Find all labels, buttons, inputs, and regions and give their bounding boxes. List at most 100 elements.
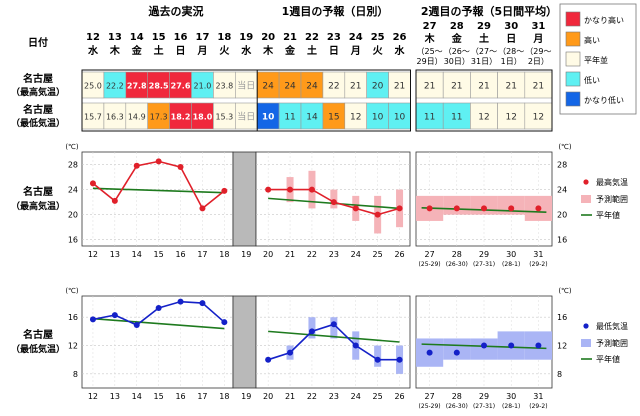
week2-day-number: 28 bbox=[450, 21, 464, 32]
table-cell-value: 18.0 bbox=[193, 113, 213, 122]
row-label-kind: （最高気温） bbox=[11, 86, 65, 98]
legend-swatch bbox=[565, 91, 581, 107]
forecast-point bbox=[352, 342, 359, 349]
normal-line-past bbox=[92, 187, 225, 194]
x-tick-label: 23 bbox=[329, 250, 339, 259]
legend-normal: 平年値 bbox=[596, 210, 620, 220]
forecast-point bbox=[352, 205, 359, 212]
week2-weekday: 土 bbox=[479, 32, 489, 45]
legend-point-icon bbox=[583, 179, 589, 185]
week2-cell-value: 21 bbox=[505, 82, 516, 92]
x-tick-label: 13 bbox=[110, 392, 120, 401]
observed-point bbox=[111, 312, 118, 319]
week2-cell bbox=[497, 102, 526, 130]
day-number: 24 bbox=[349, 32, 363, 43]
table-outline-week2 bbox=[415, 69, 553, 132]
x-tick-label: 25 bbox=[373, 392, 383, 401]
row-label-city: 名古屋 bbox=[23, 72, 53, 85]
table-cell-value: 21 bbox=[394, 82, 405, 92]
forecast-point bbox=[374, 211, 381, 218]
week2-cell bbox=[415, 102, 444, 130]
table-cell-value: 15.7 bbox=[84, 113, 102, 122]
x-tick-label: 15 bbox=[154, 250, 164, 259]
week2-day-number: 29 bbox=[477, 21, 491, 32]
table-cell-value: 14.9 bbox=[128, 113, 146, 122]
y-tick-right: 20 bbox=[557, 211, 567, 220]
forecast-point bbox=[396, 356, 403, 363]
forecast-table: 名古屋（最高気温）25.0 22.2 27.8 28.5 27.6 21.0 23.8 当日 2… bbox=[11, 69, 553, 132]
forecast-point bbox=[374, 356, 381, 363]
week2-range-line1: （25〜 bbox=[417, 47, 443, 56]
week2-weekday: 月 bbox=[532, 33, 543, 45]
x-tick-sublabel: (26-30) bbox=[446, 403, 468, 410]
max-temp-chart: 名古屋 （最高気温） (℃) (℃) 16 16 20 20 24 24 28 28 12 13 14 15 1… bbox=[11, 143, 628, 268]
x-tick-label: 26 bbox=[394, 250, 404, 259]
table-cell-value: 16.3 bbox=[106, 113, 124, 122]
table-cell-value: 21.0 bbox=[194, 82, 212, 91]
y-tick-left: 16 bbox=[68, 313, 78, 322]
x-tick-label-week2: 27 bbox=[425, 250, 435, 259]
observed-point bbox=[133, 162, 140, 169]
day-number: 20 bbox=[261, 32, 275, 43]
observed-point bbox=[177, 298, 184, 305]
day-number: 17 bbox=[195, 32, 209, 43]
y-unit-left: (℃) bbox=[65, 287, 79, 295]
week2-cell bbox=[415, 71, 444, 99]
legend-point-icon bbox=[583, 323, 589, 329]
forecast-point bbox=[396, 205, 403, 212]
week2-range-line2: 30日） bbox=[444, 57, 470, 66]
week2-range-line2: 31日） bbox=[471, 57, 497, 66]
week2-point bbox=[508, 342, 515, 349]
chart-label-kind: （最低気温） bbox=[11, 343, 65, 355]
chart-label-kind: （最高気温） bbox=[11, 200, 65, 212]
plot-frame-past bbox=[81, 295, 234, 389]
week2-day-number: 27 bbox=[423, 21, 437, 32]
day-weekday: 金 bbox=[284, 44, 296, 57]
table-cell-value: 18.2 bbox=[171, 113, 191, 122]
normal-line-week1 bbox=[268, 330, 400, 343]
plot-gap-today bbox=[232, 295, 257, 389]
x-tick-label: 21 bbox=[285, 250, 295, 259]
day-number: 12 bbox=[86, 32, 100, 43]
week2-point bbox=[508, 205, 515, 212]
x-tick-sublabel: (25-29) bbox=[419, 403, 441, 410]
legend-label: 高い bbox=[584, 35, 600, 45]
legend-range: 予測範囲 bbox=[596, 338, 628, 348]
x-tick-label: 22 bbox=[307, 250, 317, 259]
week2-cell-value: 12 bbox=[533, 113, 544, 123]
x-tick-label: 19 bbox=[241, 250, 251, 259]
forecast-range-bar bbox=[374, 345, 382, 367]
row-label-city: 名古屋 bbox=[23, 103, 53, 116]
legend-series: 最低気温 bbox=[596, 321, 628, 331]
week2-cell-value: 21 bbox=[424, 82, 435, 92]
day-weekday: 日 bbox=[176, 45, 186, 57]
observed-point bbox=[133, 322, 140, 329]
week2-range-bar bbox=[443, 338, 471, 360]
x-tick-label: 12 bbox=[88, 392, 98, 401]
legend-series: 最高気温 bbox=[596, 177, 628, 187]
observed-point bbox=[155, 158, 162, 165]
legend-normal: 平年値 bbox=[596, 354, 620, 364]
week2-range-line1: （27〜 bbox=[471, 47, 497, 56]
x-tick-sublabel: (27-31) bbox=[473, 403, 495, 410]
legend-range: 予測範囲 bbox=[596, 194, 628, 204]
observed-point bbox=[221, 187, 228, 194]
day-number: 25 bbox=[371, 32, 385, 43]
day-weekday: 木 bbox=[262, 44, 274, 57]
y-unit-right: (℃) bbox=[558, 287, 572, 295]
day-number: 26 bbox=[393, 32, 407, 43]
forecast-point bbox=[265, 186, 272, 193]
x-tick-sublabel: (25-29) bbox=[419, 261, 441, 268]
observed-point bbox=[155, 305, 162, 312]
day-weekday: 金 bbox=[131, 44, 143, 57]
day-number: 15 bbox=[152, 32, 166, 43]
day-weekday: 土 bbox=[307, 44, 317, 57]
x-tick-sublabel: (28-1) bbox=[502, 261, 520, 268]
week2-cell-value: 11 bbox=[451, 113, 462, 123]
observed-point bbox=[221, 319, 228, 326]
y-tick-left: 8 bbox=[73, 370, 78, 379]
x-tick-sublabel: (29-2) bbox=[529, 261, 547, 268]
x-tick-label: 25 bbox=[373, 250, 383, 259]
